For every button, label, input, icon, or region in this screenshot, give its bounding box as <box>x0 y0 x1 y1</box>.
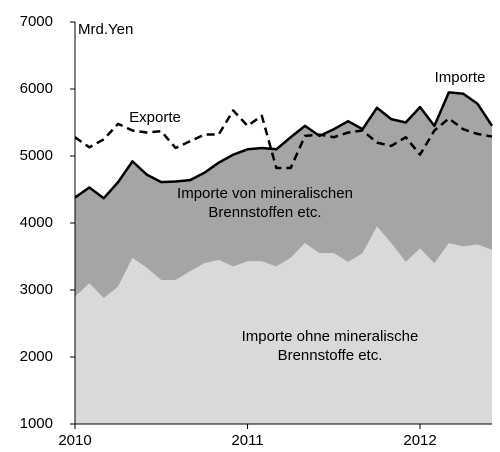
x-tick-label: 2010 <box>58 432 91 449</box>
y-tick-label: 3000 <box>20 281 53 298</box>
y-axis-unit: Mrd.Yen <box>78 21 133 38</box>
y-tick-label: 2000 <box>20 348 53 365</box>
line <box>74 91 494 200</box>
series-label: Importe ohne mineralische Brennstoffe et… <box>241 328 419 364</box>
y-tick-label: 1000 <box>20 415 53 432</box>
line <box>74 109 493 170</box>
y-tick-label: 7000 <box>20 13 53 30</box>
series-label: Importe von mineralischen Brennstoffen e… <box>177 185 353 221</box>
series-label: Importe <box>434 69 486 86</box>
y-tick-label: 4000 <box>20 214 53 231</box>
x-tick-label: 2012 <box>403 432 436 449</box>
y-tick-label: 6000 <box>20 80 53 97</box>
y-tick-label: 5000 <box>20 147 53 164</box>
x-tick-label: 2011 <box>231 432 263 449</box>
area <box>75 226 492 424</box>
area <box>75 92 492 299</box>
series-label: Exporte <box>129 109 181 126</box>
